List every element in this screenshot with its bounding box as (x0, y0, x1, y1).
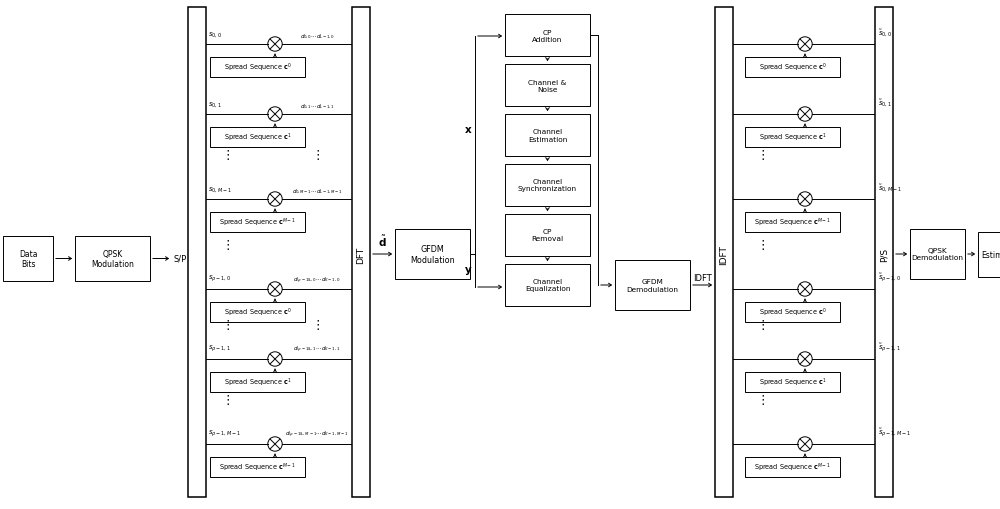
FancyBboxPatch shape (75, 237, 150, 281)
FancyBboxPatch shape (745, 213, 840, 233)
Text: Data
Bits: Data Bits (19, 249, 37, 269)
Text: $s_{0,1}$: $s_{0,1}$ (208, 100, 222, 109)
Text: Spread Sequence $\mathbf{c}^{M-1}$: Spread Sequence $\mathbf{c}^{M-1}$ (754, 461, 831, 473)
Text: $d_{(\rho-1)L,1}\cdots d_{K-1,1}$: $d_{(\rho-1)L,1}\cdots d_{K-1,1}$ (293, 345, 341, 355)
Text: $s_{\rho-1,M-1}$: $s_{\rho-1,M-1}$ (208, 428, 241, 438)
FancyBboxPatch shape (210, 302, 305, 322)
Text: GFDM
Demodulation: GFDM Demodulation (626, 279, 678, 292)
FancyBboxPatch shape (910, 230, 965, 279)
Text: Spread Sequence $\mathbf{c}^0$: Spread Sequence $\mathbf{c}^0$ (759, 306, 826, 319)
Text: Spread Sequence $\mathbf{c}^{M-1}$: Spread Sequence $\mathbf{c}^{M-1}$ (219, 461, 296, 473)
FancyBboxPatch shape (505, 165, 590, 207)
Text: Spread Sequence $\mathbf{c}^1$: Spread Sequence $\mathbf{c}^1$ (224, 376, 291, 388)
Text: $\vdots$: $\vdots$ (221, 148, 229, 162)
Text: $\tilde{s}_{0,1}$: $\tilde{s}_{0,1}$ (878, 98, 892, 109)
FancyBboxPatch shape (615, 261, 690, 310)
Text: S/P: S/P (174, 254, 187, 264)
Text: $d_{(\rho-1)L,M-1}\cdots d_{K-1,M-1}$: $d_{(\rho-1)L,M-1}\cdots d_{K-1,M-1}$ (285, 430, 349, 440)
FancyBboxPatch shape (210, 372, 305, 392)
FancyBboxPatch shape (505, 215, 590, 257)
Text: $d_{0,M-1}\cdots d_{L-1,M-1}$: $d_{0,M-1}\cdots d_{L-1,M-1}$ (292, 187, 343, 195)
Text: IDFT: IDFT (720, 245, 728, 264)
FancyBboxPatch shape (210, 457, 305, 477)
FancyBboxPatch shape (745, 302, 840, 322)
FancyBboxPatch shape (188, 8, 206, 497)
FancyBboxPatch shape (745, 372, 840, 392)
Text: y: y (465, 265, 472, 274)
FancyBboxPatch shape (745, 128, 840, 148)
Text: DFT: DFT (356, 246, 366, 263)
Text: Spread Sequence $\mathbf{c}^1$: Spread Sequence $\mathbf{c}^1$ (224, 132, 291, 144)
FancyBboxPatch shape (875, 8, 893, 497)
Text: $d_{0,1}\cdots d_{L-1,1}$: $d_{0,1}\cdots d_{L-1,1}$ (300, 102, 335, 110)
FancyBboxPatch shape (505, 65, 590, 107)
FancyBboxPatch shape (395, 230, 470, 279)
Text: GFDM
Modulation: GFDM Modulation (410, 245, 455, 264)
Text: $s_{\rho-1,0}$: $s_{\rho-1,0}$ (208, 273, 231, 284)
Text: $d_{0,0}\cdots d_{L-1,0}$: $d_{0,0}\cdots d_{L-1,0}$ (300, 32, 335, 40)
Text: Spread Sequence $\mathbf{c}^0$: Spread Sequence $\mathbf{c}^0$ (759, 62, 826, 74)
FancyBboxPatch shape (505, 115, 590, 157)
Text: Channel
Estimation: Channel Estimation (528, 129, 567, 142)
Text: IDFT: IDFT (693, 273, 712, 282)
Text: $\vdots$: $\vdots$ (311, 148, 319, 162)
Text: Spread Sequence $\mathbf{c}^0$: Spread Sequence $\mathbf{c}^0$ (224, 62, 291, 74)
Text: $\vdots$: $\vdots$ (756, 392, 764, 406)
Text: $\tilde{\mathbf{d}}$: $\tilde{\mathbf{d}}$ (378, 234, 387, 248)
FancyBboxPatch shape (210, 213, 305, 233)
Text: $\tilde{s}_{\rho-1,1}$: $\tilde{s}_{\rho-1,1}$ (878, 341, 901, 353)
Text: Spread Sequence $\mathbf{c}^0$: Spread Sequence $\mathbf{c}^0$ (224, 306, 291, 319)
Text: x: x (465, 125, 472, 135)
Text: $\vdots$: $\vdots$ (221, 392, 229, 406)
Text: $\tilde{s}_{0,0}$: $\tilde{s}_{0,0}$ (878, 27, 892, 39)
Text: Estimate: Estimate (981, 250, 1000, 260)
Text: Channel
Equalization: Channel Equalization (525, 279, 570, 292)
Text: $\tilde{s}_{\rho-1,M-1}$: $\tilde{s}_{\rho-1,M-1}$ (878, 426, 911, 438)
Text: QPSK
Modulation: QPSK Modulation (91, 249, 134, 269)
Text: $\vdots$: $\vdots$ (756, 318, 764, 331)
Text: Spread Sequence $\mathbf{c}^{M-1}$: Spread Sequence $\mathbf{c}^{M-1}$ (754, 216, 831, 229)
Text: $\vdots$: $\vdots$ (756, 148, 764, 162)
FancyBboxPatch shape (745, 457, 840, 477)
FancyBboxPatch shape (210, 128, 305, 148)
Text: P/S: P/S (880, 247, 889, 262)
Text: QPSK
Demodulation: QPSK Demodulation (912, 248, 964, 261)
Text: Spread Sequence $\mathbf{c}^{M-1}$: Spread Sequence $\mathbf{c}^{M-1}$ (219, 216, 296, 229)
Text: CP
Removal: CP Removal (531, 229, 564, 242)
Text: $s_{0,M-1}$: $s_{0,M-1}$ (208, 185, 232, 193)
Text: $\vdots$: $\vdots$ (221, 318, 229, 331)
Text: $d_{(\rho-1)L,0}\cdots d_{K-1,0}$: $d_{(\rho-1)L,0}\cdots d_{K-1,0}$ (293, 275, 341, 285)
FancyBboxPatch shape (3, 237, 53, 281)
Text: $s_{0,0}$: $s_{0,0}$ (208, 30, 222, 39)
Text: $\tilde{s}_{\rho-1,0}$: $\tilde{s}_{\rho-1,0}$ (878, 271, 901, 284)
FancyBboxPatch shape (715, 8, 733, 497)
Text: Channel &
Noise: Channel & Noise (528, 79, 567, 92)
Text: CP
Addition: CP Addition (532, 30, 563, 42)
Text: $\vdots$: $\vdots$ (756, 238, 764, 251)
Text: $s_{\rho-1,1}$: $s_{\rho-1,1}$ (208, 343, 231, 353)
Text: $\vdots$: $\vdots$ (221, 238, 229, 251)
Text: Spread Sequence $\mathbf{c}^1$: Spread Sequence $\mathbf{c}^1$ (759, 132, 826, 144)
Text: Spread Sequence $\mathbf{c}^1$: Spread Sequence $\mathbf{c}^1$ (759, 376, 826, 388)
FancyBboxPatch shape (745, 58, 840, 78)
FancyBboxPatch shape (210, 58, 305, 78)
FancyBboxPatch shape (505, 15, 590, 57)
Text: $\vdots$: $\vdots$ (311, 318, 319, 331)
FancyBboxPatch shape (505, 265, 590, 306)
FancyBboxPatch shape (978, 233, 1000, 277)
FancyBboxPatch shape (352, 8, 370, 497)
Text: Channel
Synchronization: Channel Synchronization (518, 179, 577, 192)
Text: $\tilde{s}_{0,M-1}$: $\tilde{s}_{0,M-1}$ (878, 182, 902, 193)
